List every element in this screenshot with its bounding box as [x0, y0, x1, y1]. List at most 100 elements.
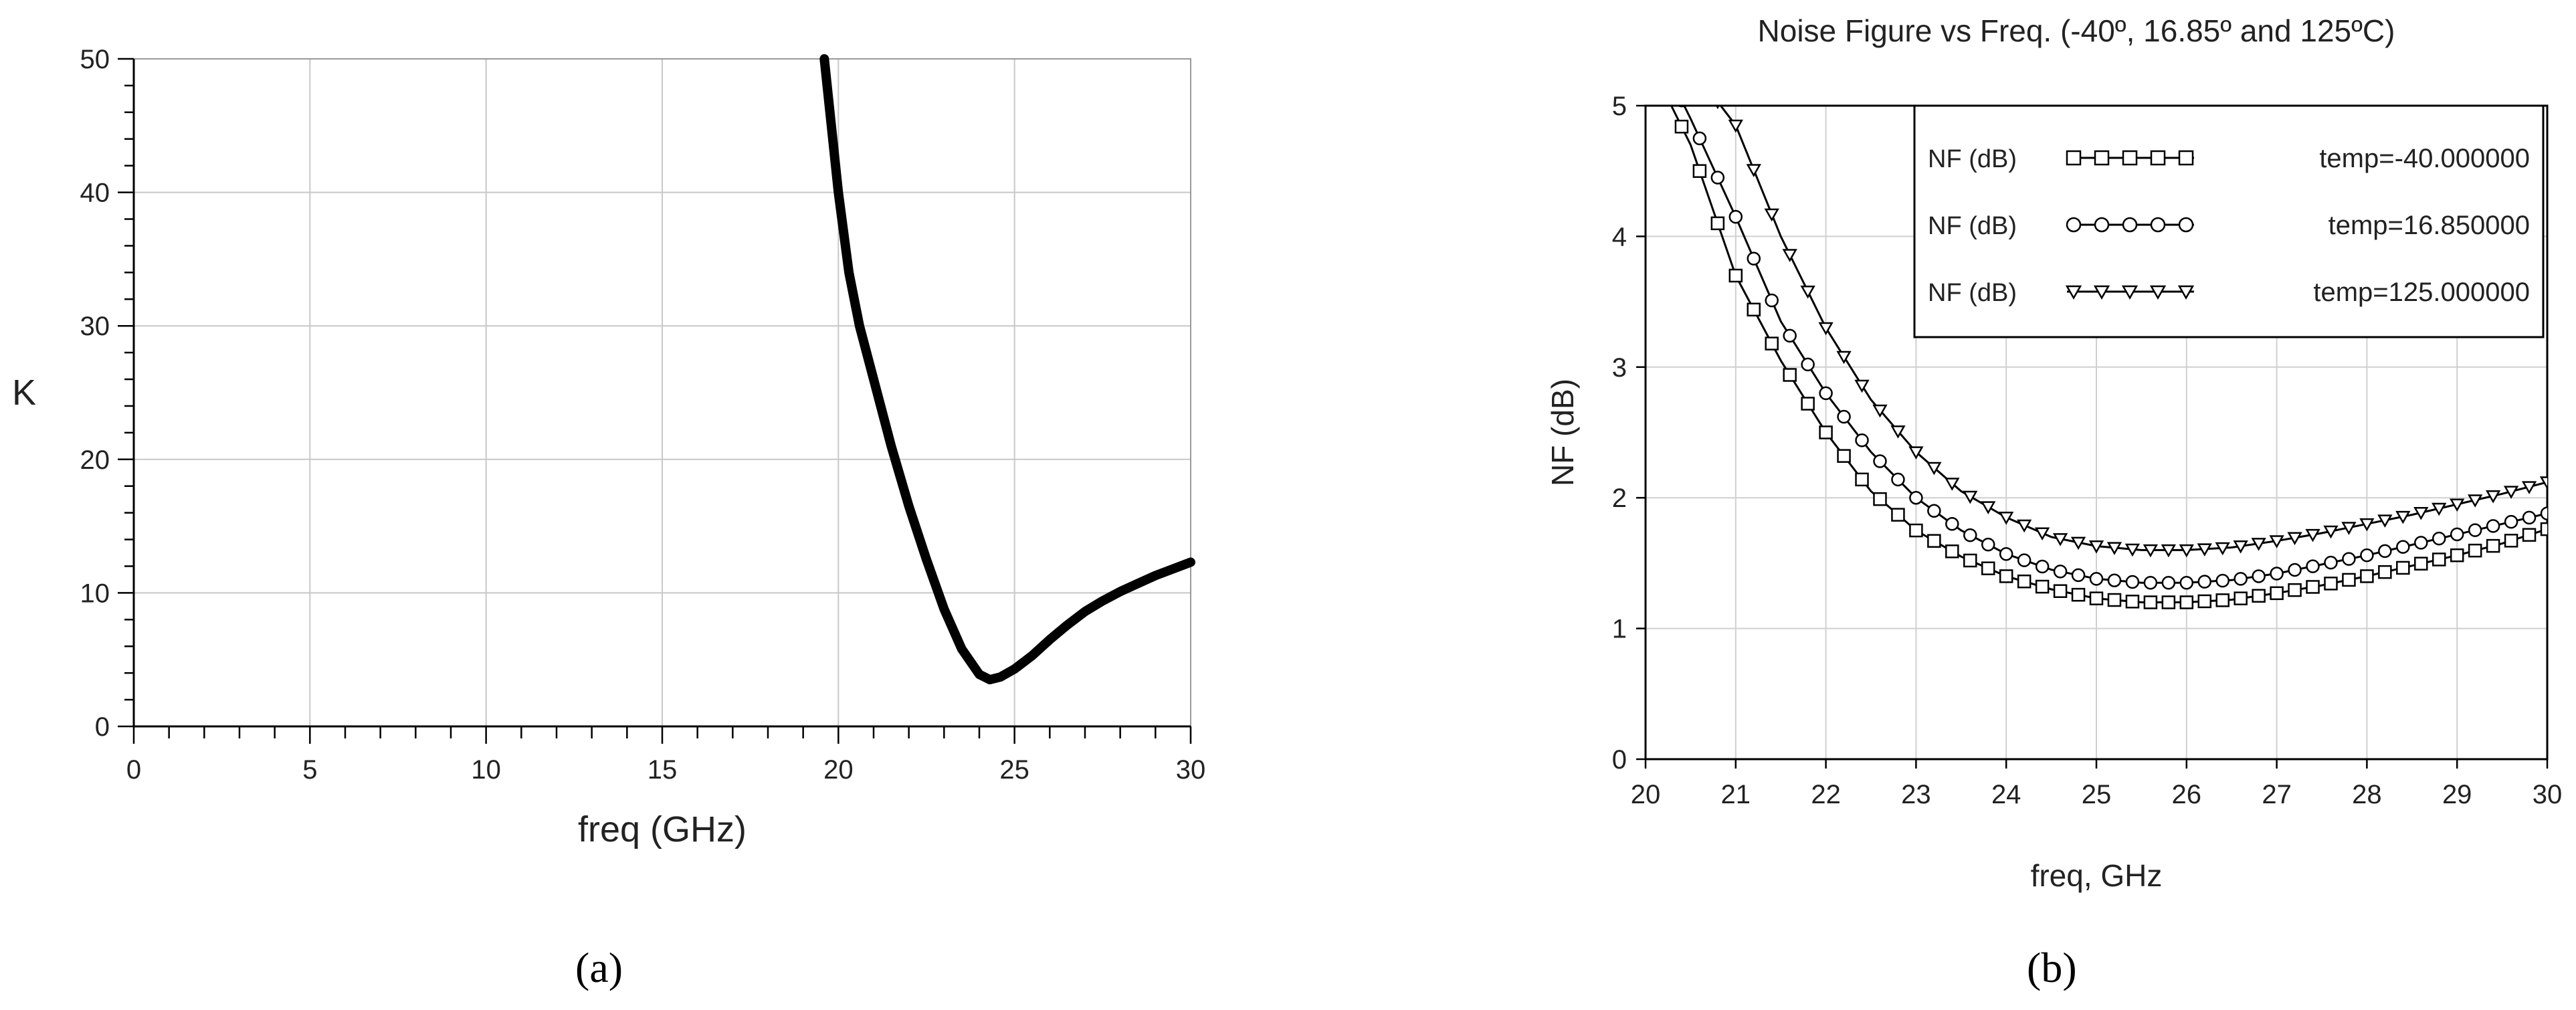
marker-square [1801, 397, 1815, 411]
marker-triangle [2161, 544, 2176, 558]
marker-square [2125, 595, 2140, 609]
marker-circle [2017, 553, 2032, 567]
marker-triangle [2323, 525, 2339, 539]
legend-marker-triangle [2177, 285, 2195, 300]
x-tick-label: 20 [823, 755, 854, 785]
marker-square [1710, 216, 1725, 231]
marker-circle [2360, 548, 2374, 563]
y-tick-label: 0 [1612, 745, 1627, 775]
marker-circle [2161, 575, 2176, 590]
marker-circle [2089, 572, 2104, 586]
marker-triangle [1715, 106, 1720, 110]
marker-triangle [1728, 119, 1743, 133]
marker-circle [2270, 567, 2284, 581]
marker-circle [1710, 171, 1725, 185]
marker-circle [1891, 472, 1905, 487]
legend-marker-square [2150, 150, 2166, 166]
marker-triangle [2143, 544, 2159, 558]
legend-marker-triangle [2121, 285, 2139, 300]
legend-marker-triangle [2093, 285, 2110, 300]
legend-marker-circle [2066, 217, 2082, 233]
marker-triangle [2269, 535, 2284, 548]
marker-circle [1873, 454, 1887, 468]
marker-triangle [1981, 501, 1996, 514]
marker-square [1692, 164, 1707, 178]
legend-marker-circle [2150, 217, 2166, 233]
marker-circle [1963, 528, 1977, 542]
marker-triangle [2305, 528, 2320, 542]
x-tick-label: 30 [2533, 780, 2563, 809]
x-tick-label: 25 [999, 755, 1029, 785]
marker-circle [2468, 523, 2482, 537]
legend-marker-triangle [2149, 285, 2167, 300]
x-axis-label: freq (GHz) [578, 809, 747, 849]
x-tick-label: 27 [2262, 780, 2292, 809]
marker-square [2252, 589, 2266, 603]
marker-square [2342, 573, 2356, 587]
marker-square [2360, 569, 2374, 583]
x-tick-label: 21 [1721, 780, 1751, 809]
marker-circle [1692, 131, 1707, 146]
marker-square [2396, 561, 2410, 575]
marker-circle [2179, 575, 2194, 590]
marker-square [2522, 528, 2537, 542]
marker-circle [2378, 544, 2392, 559]
marker-circle [2324, 555, 2338, 570]
chart-a: 0 5 10 15 20 25 30 0 10 20 30 40 50 freq (GHz) K [12, 45, 1205, 849]
marker-triangle [1836, 350, 1852, 365]
marker-square [2486, 538, 2500, 553]
y-tick-label: 2 [1612, 484, 1627, 513]
legend-marker-triangle [2065, 285, 2082, 300]
marker-triangle [2450, 498, 2465, 512]
marker-triangle [2468, 494, 2483, 508]
x-tick-label: 10 [471, 755, 501, 785]
marker-triangle [2413, 507, 2429, 520]
marker-circle [1801, 357, 1815, 372]
marker-square [2414, 557, 2428, 571]
marker-square [2324, 577, 2338, 591]
marker-square [1747, 302, 1761, 317]
marker-triangle [2377, 514, 2393, 528]
legend-box [1913, 104, 2545, 338]
x-tick-label: 20 [1631, 780, 1661, 809]
marker-circle [2432, 531, 2446, 546]
marker-square [1999, 569, 2013, 583]
marker-triangle [1764, 208, 1779, 222]
y-axis-label: NF (dB) [1545, 379, 1580, 486]
marker-circle [2522, 510, 2537, 525]
marker-triangle [2017, 519, 2032, 533]
marker-triangle [1800, 286, 1815, 299]
marker-square [2161, 595, 2176, 609]
marker-square [2432, 552, 2446, 567]
marker-circle [2396, 540, 2410, 554]
marker-triangle [2034, 527, 2050, 541]
marker-triangle [2359, 518, 2375, 532]
legend-marker-circle [2094, 217, 2110, 233]
marker-triangle [1908, 446, 1924, 460]
marker-square [2540, 522, 2547, 536]
marker-triangle [2088, 540, 2104, 554]
marker-circle [2252, 569, 2266, 583]
y-tick-label: 4 [1612, 222, 1627, 251]
marker-square [2071, 587, 2086, 602]
legend-marker-square [2122, 150, 2138, 166]
marker-circle [1728, 209, 1743, 224]
marker-circle [2071, 568, 2086, 583]
marker-triangle [1746, 164, 1761, 177]
marker-square [2017, 575, 2032, 589]
marker-triangle [2341, 522, 2357, 535]
marker-triangle [2432, 502, 2447, 516]
chart-b: Noise Figure vs Freq. (-40º, 16.85º and … [1545, 13, 2563, 893]
marker-circle [2107, 573, 2122, 587]
marker-circle [1677, 106, 1686, 108]
x-tick-label: 26 [2172, 780, 2202, 809]
y-tick-label: 0 [95, 712, 110, 742]
marker-triangle [2287, 532, 2302, 546]
legend-marker-square [2066, 150, 2082, 166]
marker-triangle [2052, 533, 2068, 546]
x-tick-label: 23 [1901, 780, 1931, 809]
marker-circle [2504, 514, 2518, 529]
y-tick-label: 3 [1612, 353, 1627, 383]
marker-square [2197, 594, 2212, 609]
marker-circle [2450, 527, 2464, 542]
